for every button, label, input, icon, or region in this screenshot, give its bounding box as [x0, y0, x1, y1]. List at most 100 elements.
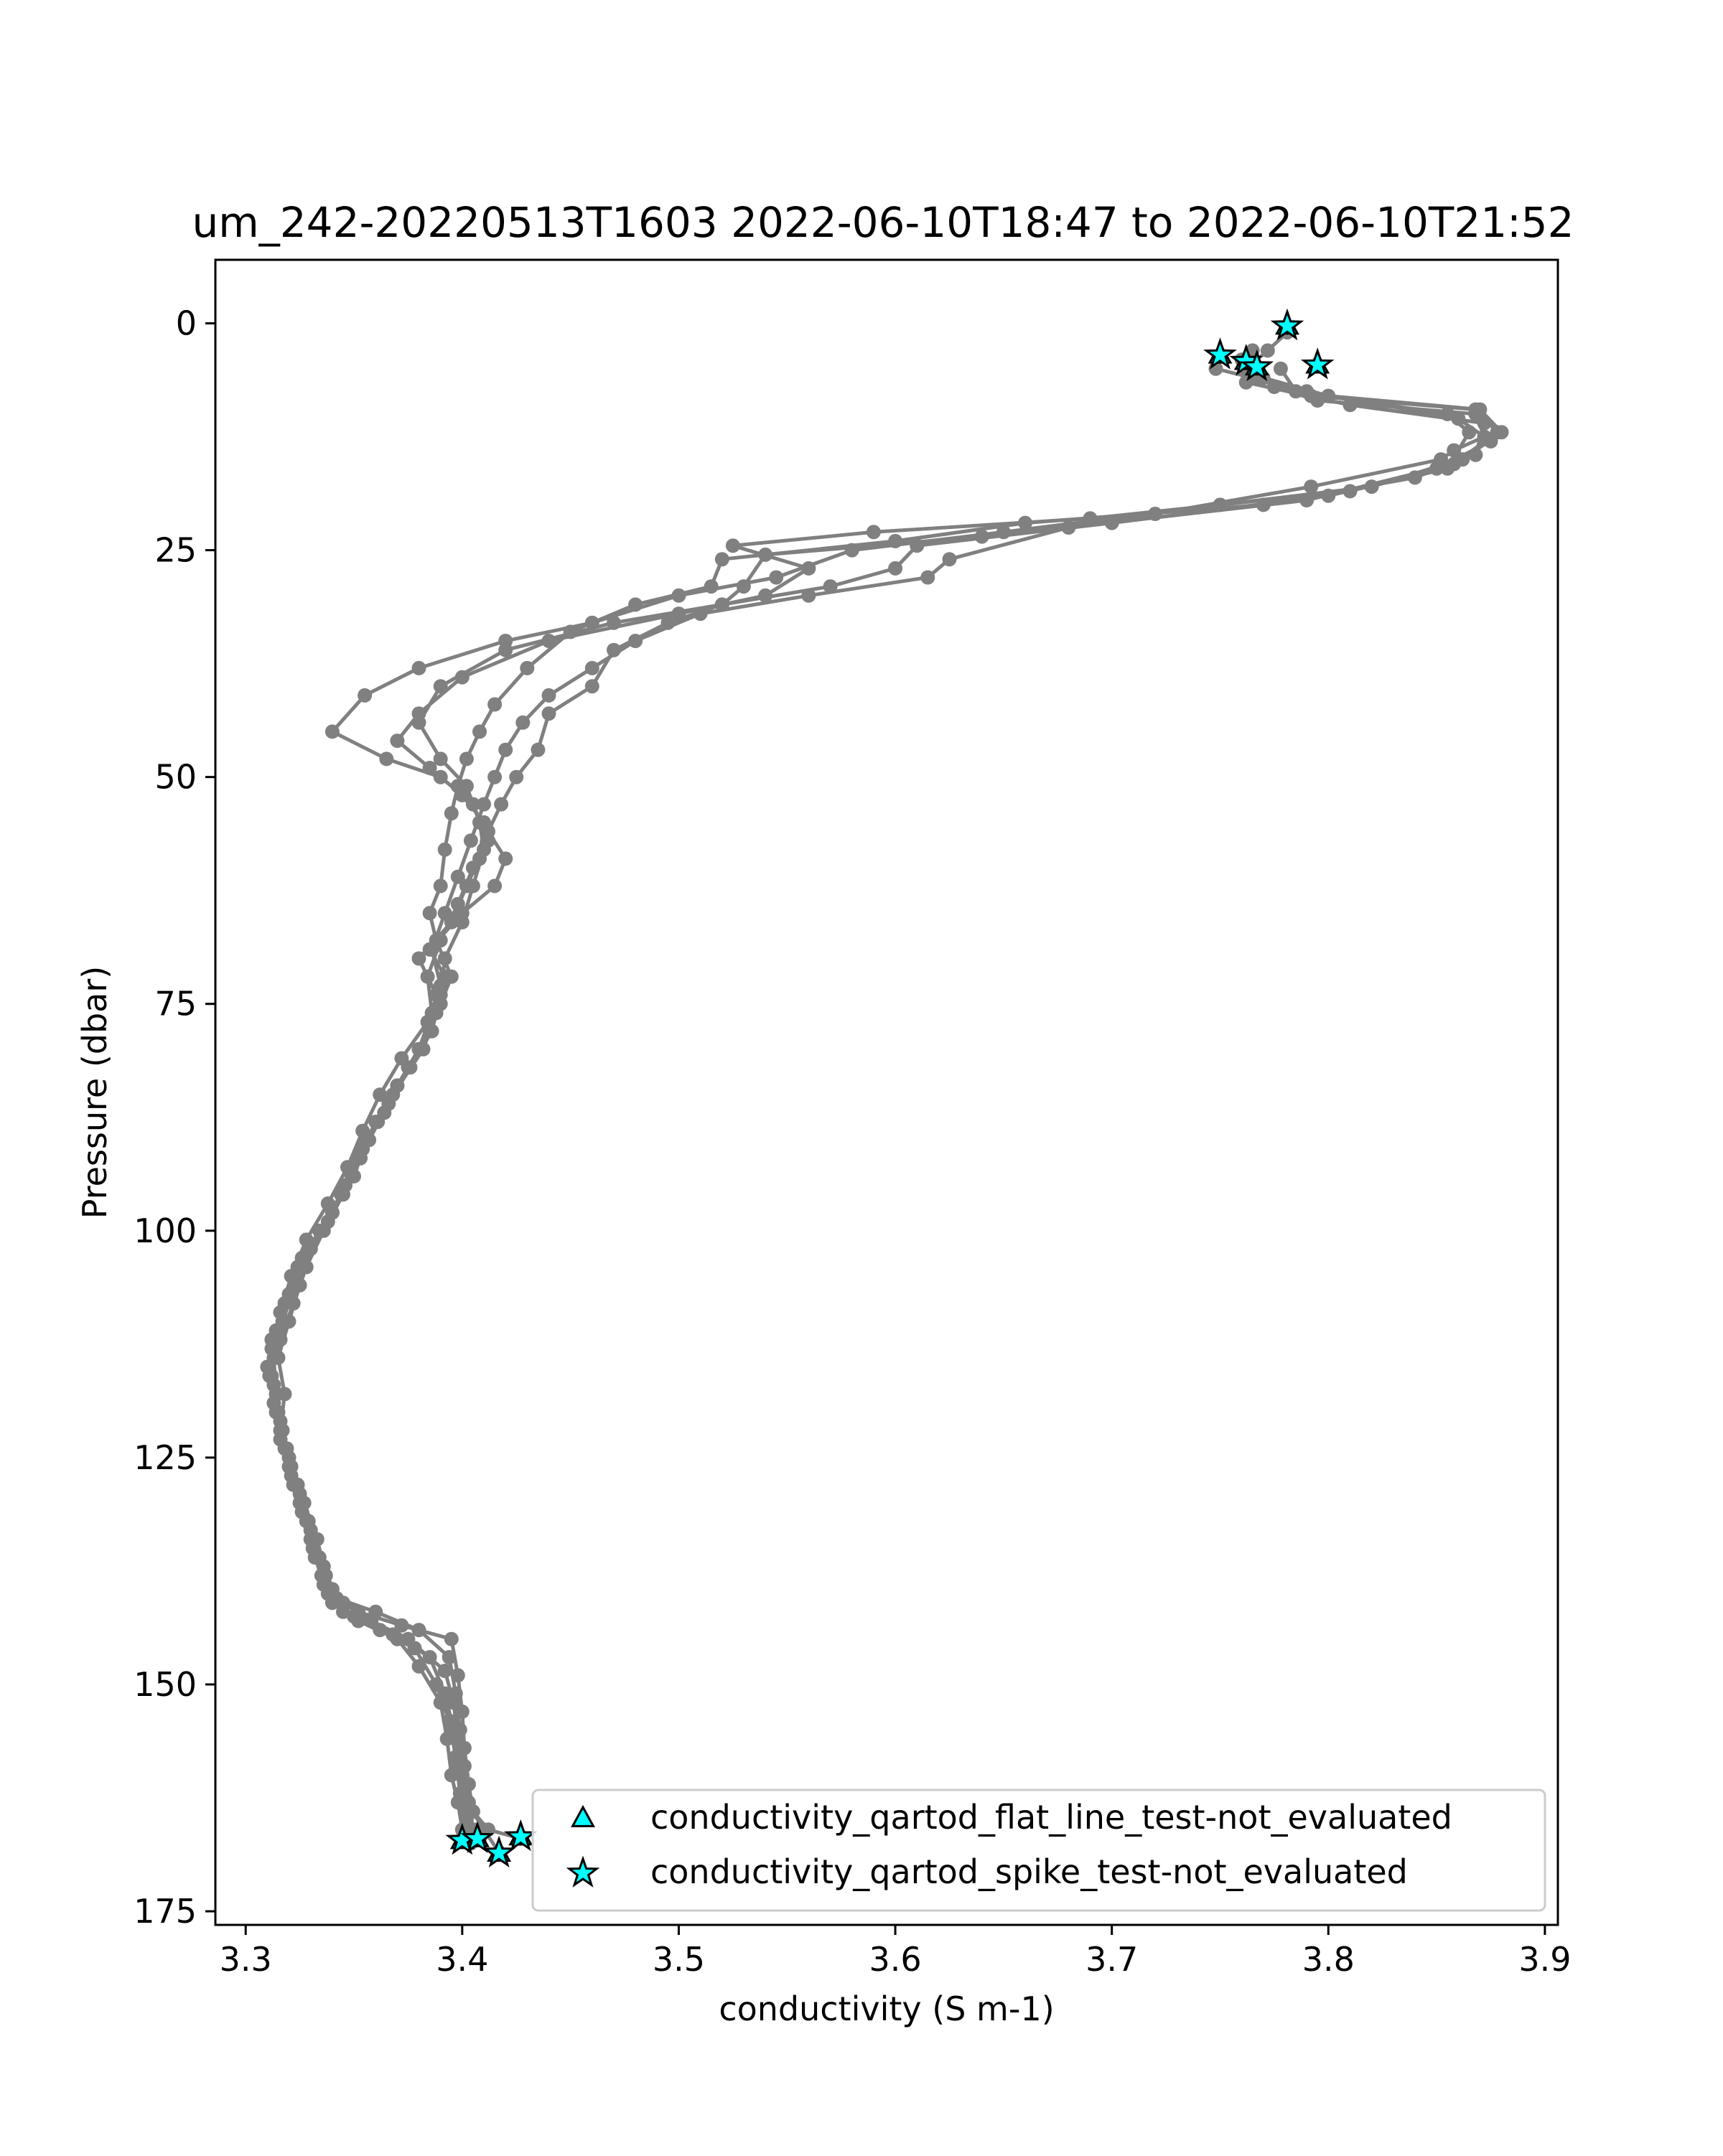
spike-flag-star	[1203, 337, 1237, 370]
profile-point	[1304, 479, 1319, 495]
profile-point	[671, 588, 686, 603]
profile-point	[520, 660, 535, 675]
profile-point	[316, 1559, 331, 1574]
y-tick-label: 100	[134, 1211, 197, 1250]
legend-frame	[531, 1789, 1546, 1912]
profile-point	[714, 552, 729, 567]
profile-point	[1490, 425, 1505, 440]
x-axis: 3.3 3.4 3.5 3.6 3.7 3.8 3.9	[220, 1925, 1571, 1979]
profile-point	[584, 679, 599, 694]
x-tick-label: 3.7	[1085, 1940, 1138, 1979]
profile-point	[437, 906, 452, 921]
profile-point	[411, 951, 426, 966]
profile-point	[844, 543, 859, 558]
profile-point	[1304, 388, 1319, 403]
profile-point	[607, 615, 621, 630]
profile-point	[888, 561, 903, 576]
profile-point	[411, 715, 426, 730]
profile-point	[329, 1590, 344, 1606]
profile-point	[448, 1686, 463, 1701]
profile-point	[628, 634, 643, 648]
profile-point	[1468, 402, 1483, 417]
x-tick-label: 3.6	[869, 1940, 921, 1979]
profile-point	[320, 1196, 335, 1211]
profile-point	[424, 942, 439, 957]
profile-point	[1260, 343, 1275, 358]
spike-flag-star	[1300, 347, 1335, 380]
y-axis-label: Pressure (dbar)	[75, 966, 114, 1219]
profile-point	[454, 914, 470, 929]
profile-point	[433, 751, 448, 767]
profile-point	[465, 878, 480, 894]
profile-point	[463, 833, 478, 848]
profile-point	[303, 1523, 318, 1537]
profile-point	[515, 715, 531, 730]
profile-point	[769, 570, 784, 585]
profile-point	[420, 1015, 435, 1029]
spike-flag-star	[460, 1821, 495, 1853]
plot-area-frame	[214, 258, 1559, 1926]
profile-point	[459, 779, 474, 794]
profile-point	[437, 1664, 452, 1678]
x-tick-label: 3.9	[1518, 1940, 1571, 1979]
y-tick-label: 25	[154, 531, 197, 570]
profile-point	[299, 1232, 314, 1247]
profile-point	[498, 742, 513, 757]
profile-point	[1273, 361, 1288, 376]
spike-flag-star	[503, 1819, 538, 1852]
profile-point	[459, 751, 474, 767]
profile-point	[477, 797, 491, 812]
profile-point	[403, 1060, 418, 1075]
profile-point	[693, 606, 708, 622]
profile-point	[725, 538, 740, 553]
plot-data-layer	[260, 308, 1509, 1868]
profile-point	[442, 1650, 457, 1664]
profile-point	[487, 769, 503, 784]
profile-point	[433, 878, 448, 894]
profile-point	[1462, 425, 1477, 440]
spike-flag-star	[1270, 308, 1304, 341]
profile-point	[264, 1341, 279, 1356]
profile-point	[541, 688, 556, 703]
profile-point	[942, 552, 957, 567]
profile-point	[498, 851, 513, 866]
x-tick-label: 3.4	[436, 1940, 488, 1979]
profile-point	[437, 842, 452, 857]
profile-point	[450, 869, 465, 884]
legend-triangle-marker	[571, 1804, 595, 1827]
profile-point	[379, 751, 394, 767]
profile-point	[801, 588, 816, 603]
profile-point	[411, 1623, 426, 1638]
profile-point	[1440, 406, 1455, 421]
profile-point	[273, 1414, 288, 1429]
profile-point	[433, 769, 448, 784]
profile-point	[509, 769, 524, 784]
legend-star-marker	[566, 1855, 600, 1888]
y-tick-label: 0	[176, 304, 197, 343]
y-tick-label: 175	[134, 1892, 197, 1931]
profile-point	[284, 1269, 299, 1283]
profile-point	[584, 660, 599, 675]
profile-point	[1447, 456, 1462, 472]
chart-title: um_242-20220513T1603 2022-06-10T18:47 to…	[192, 198, 1574, 247]
chart-legend: conductivity_qartod_flat_line_test-not_e…	[531, 1789, 1546, 1912]
profile-point	[444, 806, 459, 821]
profile-point	[920, 570, 935, 585]
profile-point	[1299, 493, 1315, 507]
x-tick-label: 3.8	[1302, 1940, 1355, 1979]
y-tick-label: 125	[134, 1438, 197, 1477]
profile-point	[477, 842, 491, 857]
x-tick-label: 3.3	[220, 1940, 272, 1979]
profile-point	[442, 1713, 457, 1728]
profile-point	[390, 733, 405, 749]
profile-point	[472, 724, 487, 739]
profile-point	[381, 1096, 396, 1111]
profile-point	[273, 1305, 288, 1320]
profile-point	[437, 951, 452, 966]
profile-point	[401, 1631, 416, 1646]
profile-point	[494, 797, 509, 812]
y-tick-label: 75	[154, 985, 197, 1023]
y-axis: 0 25 50 75 100 125 150 175	[134, 304, 215, 1931]
legend-star-shape	[566, 1855, 600, 1888]
profile-point	[1477, 416, 1492, 431]
